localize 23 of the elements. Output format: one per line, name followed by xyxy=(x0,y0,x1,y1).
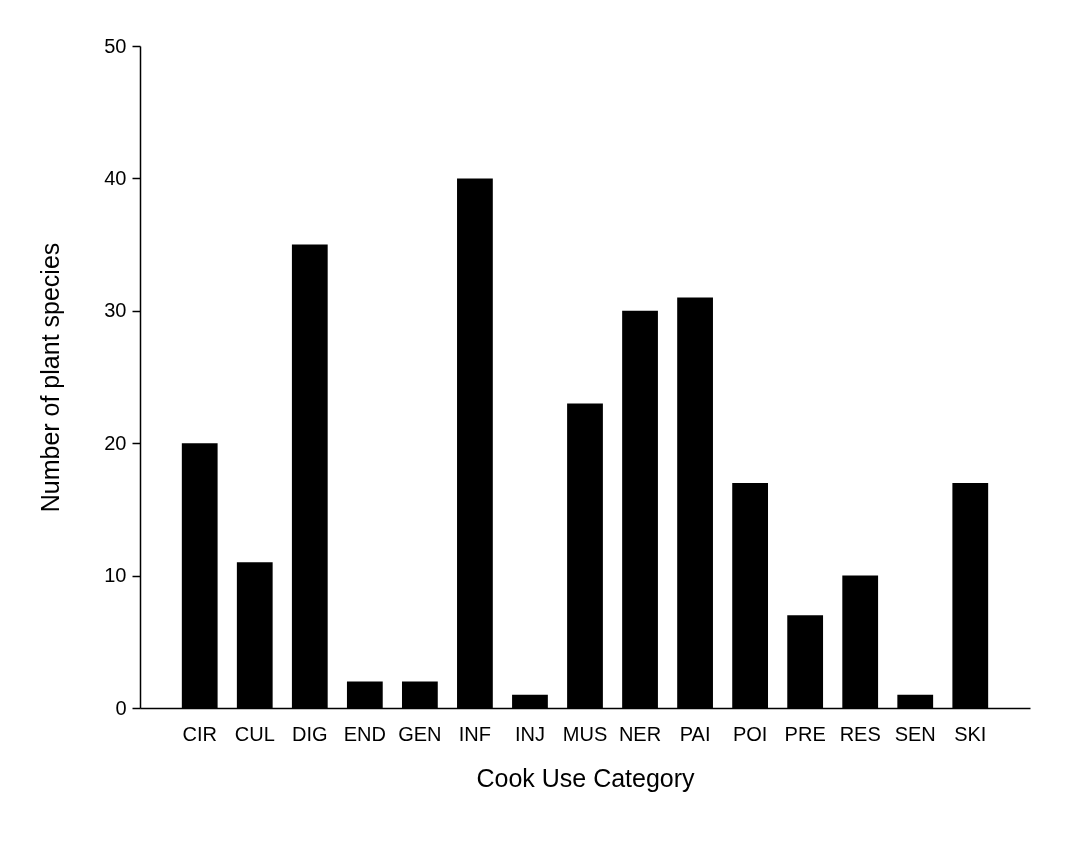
y-axis-title: Number of plant species xyxy=(36,242,65,513)
x-tick-label: RES xyxy=(839,722,881,745)
x-tick-label: PRE xyxy=(784,722,826,745)
y-tick-label: 0 xyxy=(115,696,127,719)
y-tick-label: 30 xyxy=(104,299,127,322)
x-tick-label: GEN xyxy=(398,722,442,745)
y-tick-label: 50 xyxy=(104,34,127,57)
y-tick-label: 40 xyxy=(104,166,127,189)
x-tick-label: MUS xyxy=(562,722,608,745)
x-tick-label: INF xyxy=(458,722,492,745)
x-tick-label: DIG xyxy=(292,722,328,745)
y-tick-label: 20 xyxy=(104,431,127,454)
x-tick-label: END xyxy=(343,722,386,745)
x-tick-label: SEN xyxy=(894,722,936,745)
x-tick-label: INJ xyxy=(514,722,545,745)
y-tick-label: 10 xyxy=(104,564,127,587)
x-axis-title: Cook Use Category xyxy=(476,763,696,792)
x-tick-label: PAI xyxy=(679,722,711,745)
x-tick-label: CUL xyxy=(234,722,275,745)
x-tick-label: CIR xyxy=(182,722,217,745)
x-tick-label: POI xyxy=(732,722,768,745)
x-tick-label: NER xyxy=(618,722,662,745)
x-tick-label: SKI xyxy=(954,722,987,745)
